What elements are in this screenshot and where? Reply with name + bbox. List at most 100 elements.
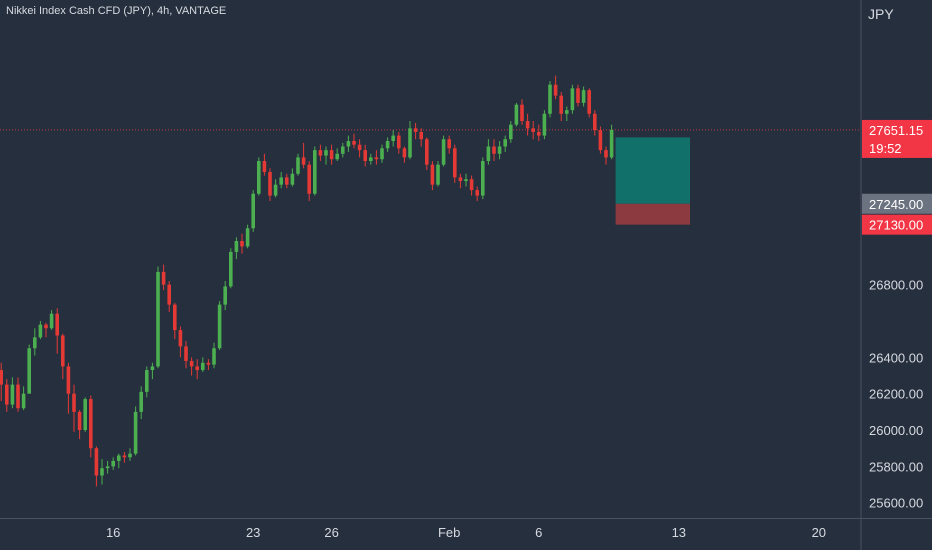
candle-body: [285, 177, 289, 185]
candle-body: [150, 366, 155, 371]
candle-body: [128, 453, 132, 458]
candle: [44, 322, 48, 338]
candle-body: [537, 131, 541, 136]
candle-body: [38, 324, 43, 338]
candle: [346, 135, 351, 152]
current-price-badge: 27651.15 19:52: [862, 119, 932, 158]
candle: [430, 161, 435, 191]
time-axis[interactable]: 16 23 26 Feb 6 13 20: [106, 525, 826, 540]
candle: [21, 386, 26, 411]
candle: [38, 320, 43, 340]
candle: [83, 397, 87, 432]
candle-body: [44, 324, 48, 329]
candle: [537, 124, 541, 142]
candle: [369, 153, 373, 165]
candle-body: [223, 286, 227, 305]
entry-price-badge-bg: [862, 193, 932, 214]
candle-body: [139, 391, 143, 412]
candle: [49, 310, 54, 331]
candle-body: [352, 141, 356, 145]
candle-body: [10, 384, 15, 405]
candle: [223, 280, 227, 311]
candle-body: [447, 139, 451, 149]
candle-body: [520, 104, 524, 122]
candle: [447, 135, 451, 154]
candle: [352, 133, 356, 149]
candle: [268, 168, 272, 202]
candle: [542, 110, 547, 140]
candle-body: [167, 284, 171, 305]
candle-body: [100, 468, 104, 476]
candle-body: [425, 139, 429, 165]
candle-body: [94, 448, 99, 476]
plot-area[interactable]: [0, 75, 861, 487]
candle: [301, 142, 306, 169]
candle-body: [525, 121, 530, 129]
candle-body: [66, 366, 71, 394]
candle: [469, 175, 474, 196]
candle-body: [391, 135, 395, 142]
candle-body: [369, 157, 373, 162]
candle: [150, 362, 155, 380]
candle: [273, 179, 278, 198]
candle-body: [122, 455, 127, 458]
stop-price-badge: 27130.00: [862, 214, 932, 235]
candle: [240, 233, 244, 254]
candle: [576, 84, 580, 107]
candle: [156, 266, 160, 369]
candle: [229, 248, 233, 289]
candle-body: [514, 104, 519, 125]
candle: [10, 377, 15, 409]
price-axis[interactable]: 25600.00 25800.00 26000.00 26200.00 26400.00…: [869, 278, 923, 511]
candle: [520, 99, 524, 125]
candle: [139, 386, 143, 420]
candle-body: [229, 251, 233, 287]
candle-body: [548, 84, 552, 114]
candle-body: [335, 153, 339, 160]
candle: [425, 137, 429, 171]
candle: [464, 173, 468, 187]
candle: [133, 406, 138, 456]
candle-body: [329, 150, 334, 160]
candle-body: [55, 313, 59, 336]
candle-body: [257, 161, 261, 194]
candle-body: [206, 362, 211, 365]
candle-body: [72, 393, 76, 412]
countdown-text: 19:52: [869, 141, 902, 156]
candle-body: [565, 110, 569, 114]
candle-body: [105, 466, 110, 469]
candle: [27, 344, 31, 394]
candle-body: [16, 384, 20, 409]
candle-body: [217, 304, 222, 349]
candle-body: [49, 313, 54, 329]
currency-label[interactable]: JPY: [868, 6, 894, 22]
candle-body: [380, 148, 384, 160]
candle-body: [33, 337, 37, 349]
candle-body: [318, 150, 323, 156]
candle-body: [89, 399, 93, 449]
candle-body: [83, 399, 87, 431]
candle-body: [593, 113, 597, 131]
time-tick-label: 20: [812, 525, 826, 540]
candle: [285, 173, 289, 189]
candle: [66, 362, 71, 414]
candle: [167, 280, 171, 312]
candle: [548, 81, 552, 118]
candle-body: [542, 113, 547, 136]
price-tick-label: 26400.00: [869, 350, 923, 365]
candle-body: [503, 139, 507, 147]
candle: [279, 171, 283, 189]
candle-body: [307, 164, 311, 194]
candle-body: [385, 141, 390, 149]
candle: [307, 161, 311, 202]
candle-body: [509, 124, 513, 140]
entry-price-badge-text: 27245.00: [869, 197, 923, 212]
candle-body: [581, 90, 586, 103]
price-tick-label: 26000.00: [869, 423, 923, 438]
candle: [335, 148, 339, 162]
candle: [593, 110, 597, 136]
candle-body: [184, 346, 188, 361]
candle-body: [413, 128, 418, 132]
candle-body: [234, 241, 239, 252]
